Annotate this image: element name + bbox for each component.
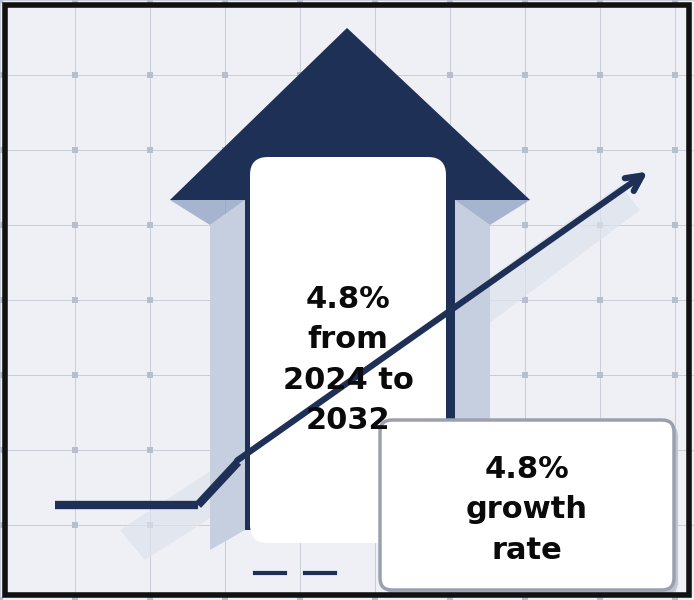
- Polygon shape: [120, 185, 640, 560]
- Text: 4.8%
from
2024 to
2032: 4.8% from 2024 to 2032: [282, 285, 414, 435]
- Polygon shape: [455, 200, 490, 550]
- Polygon shape: [347, 28, 530, 225]
- FancyBboxPatch shape: [384, 424, 678, 594]
- Polygon shape: [210, 200, 245, 550]
- Polygon shape: [170, 28, 347, 225]
- FancyBboxPatch shape: [250, 157, 446, 543]
- FancyBboxPatch shape: [380, 420, 674, 590]
- Polygon shape: [170, 28, 530, 530]
- Text: 4.8%
growth
rate: 4.8% growth rate: [466, 455, 588, 565]
